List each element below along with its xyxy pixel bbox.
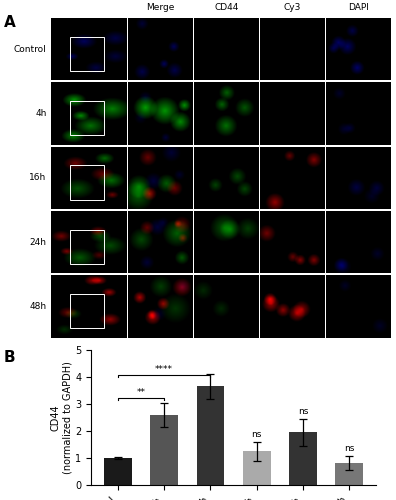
Text: A: A (4, 15, 16, 30)
Text: ns: ns (251, 430, 262, 439)
Text: B: B (4, 350, 15, 365)
Text: Cy3: Cy3 (284, 4, 301, 13)
Bar (70, 294, 104, 328)
Text: Merge: Merge (146, 4, 175, 13)
Bar (150, 415, 178, 485)
Bar (196, 386, 225, 485)
Text: ns: ns (298, 407, 308, 416)
Text: ns: ns (344, 444, 354, 454)
Bar (70, 230, 104, 264)
Text: 4h: 4h (35, 109, 47, 118)
Text: 48h: 48h (30, 302, 47, 311)
Bar (70, 166, 104, 200)
Text: 24h: 24h (30, 238, 47, 246)
Bar (70, 101, 104, 136)
Text: Control: Control (14, 44, 47, 54)
Bar (289, 432, 317, 485)
Text: **: ** (137, 388, 146, 397)
Y-axis label: CD44
(normalized to GAPDH): CD44 (normalized to GAPDH) (51, 361, 72, 474)
Bar (70, 36, 104, 71)
Bar (104, 458, 132, 485)
Text: CD44: CD44 (214, 4, 239, 13)
Text: ****: **** (155, 366, 173, 374)
Bar (243, 451, 271, 485)
Bar (335, 463, 363, 485)
Text: DAPI: DAPI (348, 4, 369, 13)
Text: 16h: 16h (29, 174, 47, 182)
